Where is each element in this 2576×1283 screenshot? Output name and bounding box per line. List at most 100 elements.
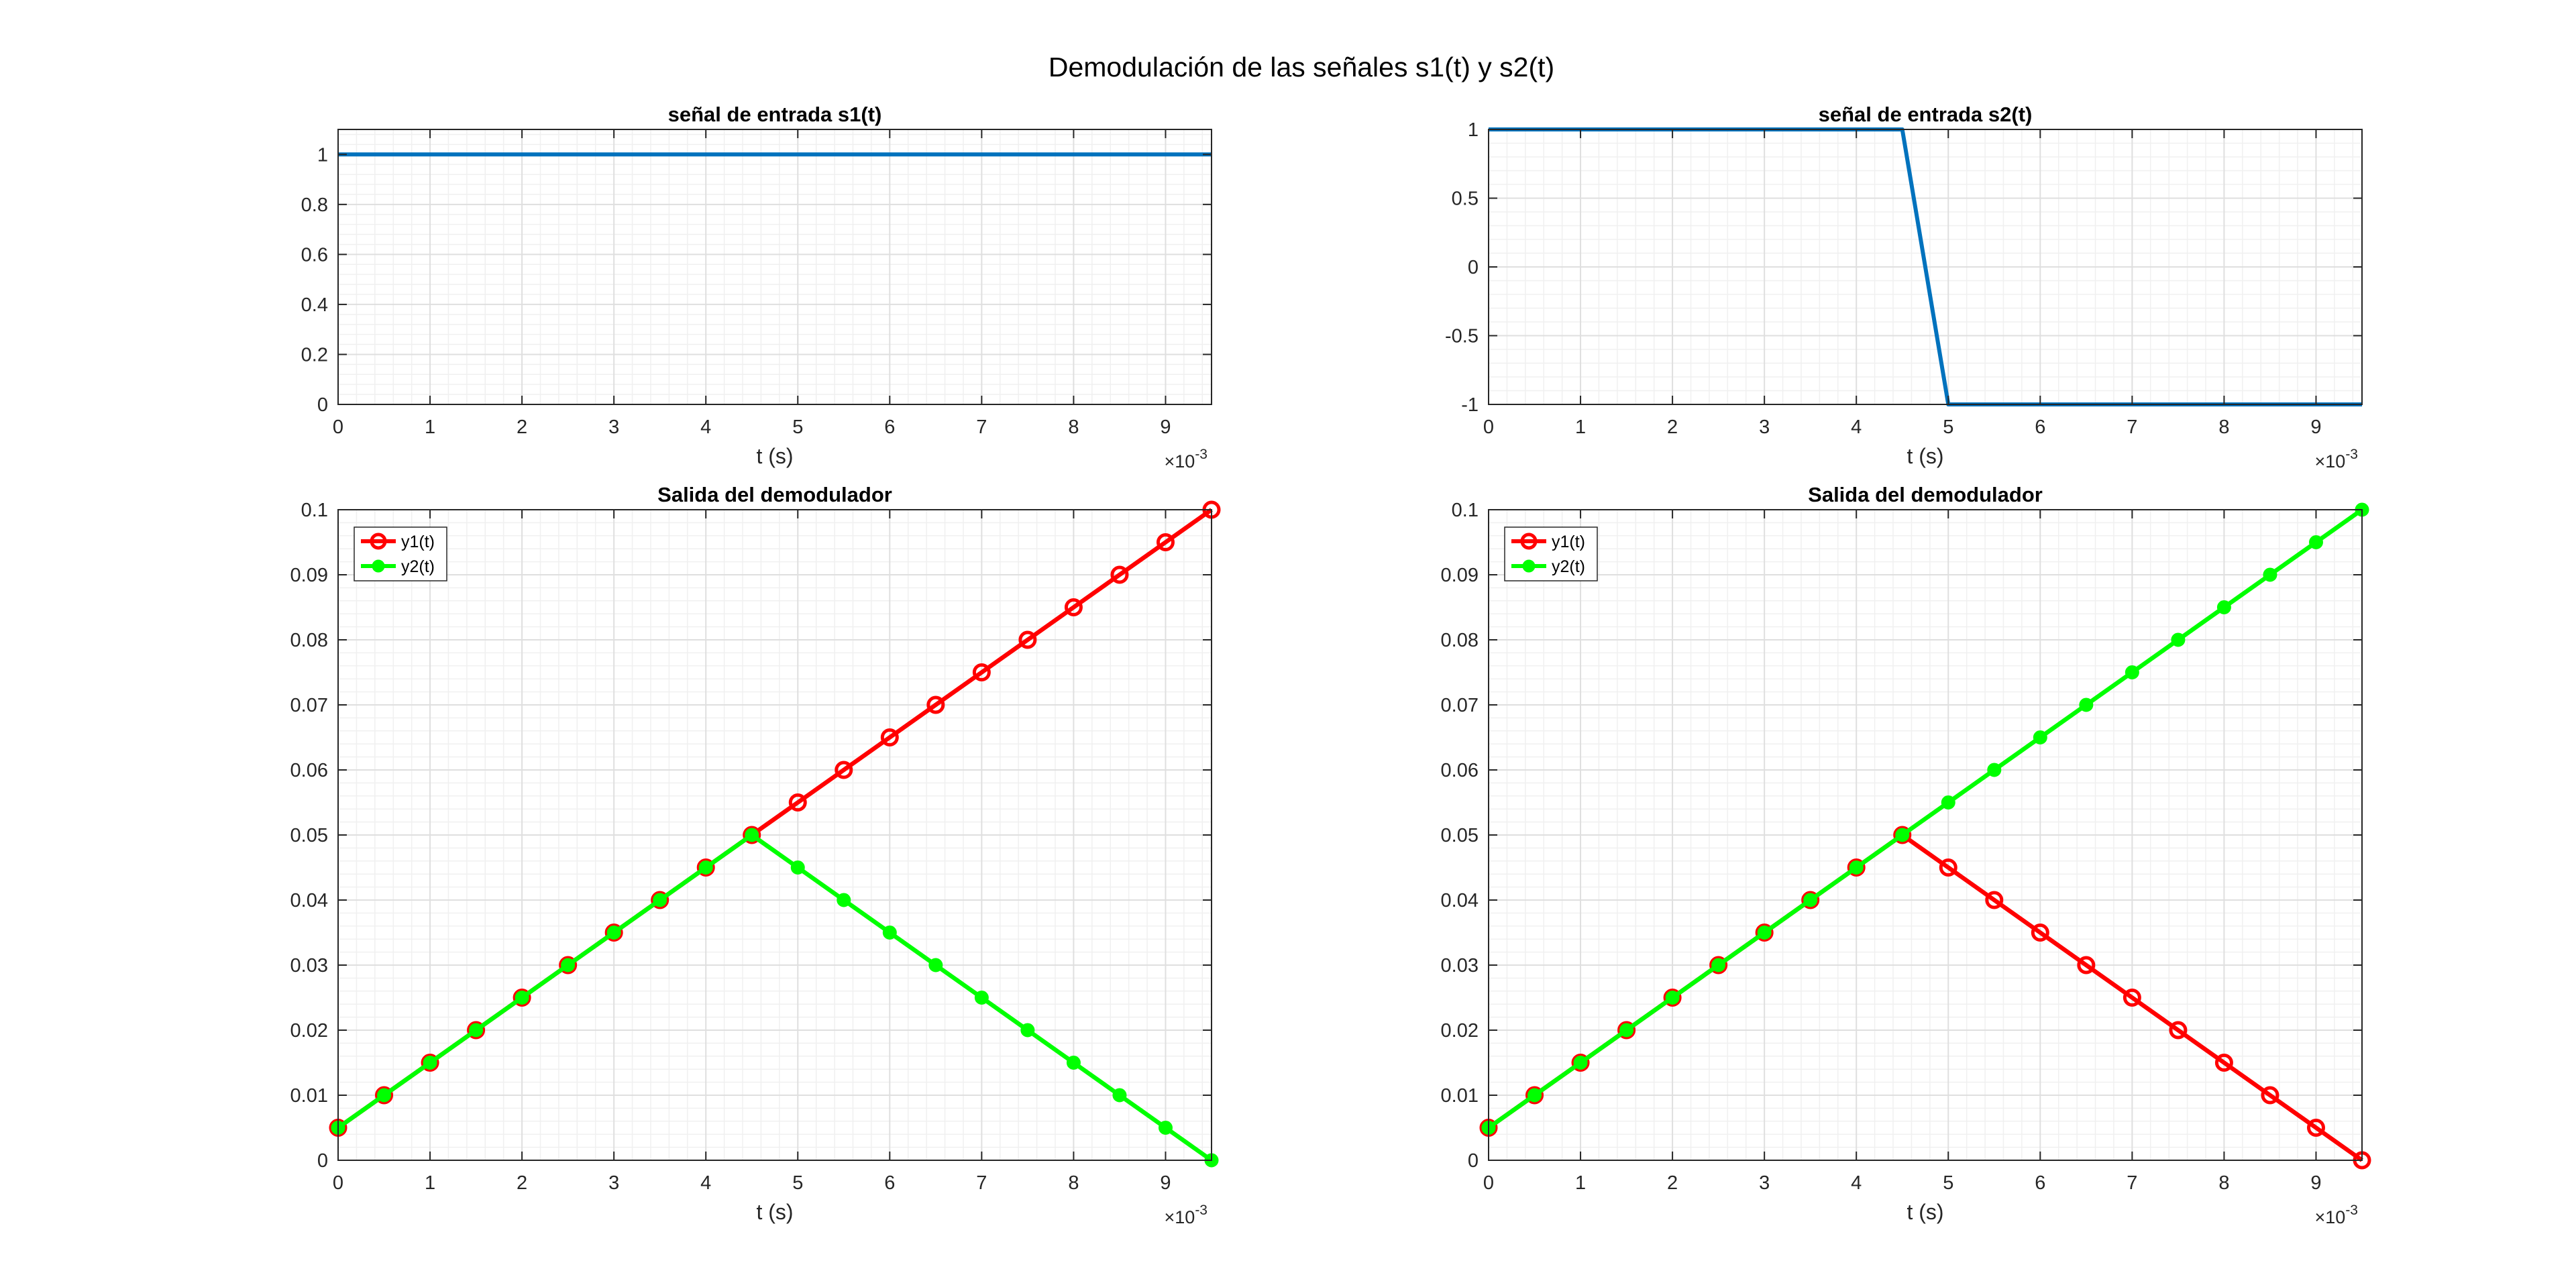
x-tick-label: 3 — [608, 1172, 619, 1194]
data-point — [1064, 598, 1083, 616]
data-point — [1709, 956, 1728, 974]
data-point — [423, 1056, 437, 1070]
x-tick-label: 9 — [2310, 1172, 2321, 1194]
tick-marks — [337, 509, 1212, 1161]
data-point — [928, 958, 943, 972]
y-tick-label: 0.08 — [1441, 630, 1479, 651]
x-exponent-label: ×10-3 — [1165, 447, 1208, 471]
data-point — [653, 893, 667, 907]
y-tick-label: 0.06 — [1441, 760, 1479, 781]
data-point — [377, 1088, 392, 1103]
data-point — [2077, 956, 2096, 974]
data-point — [1617, 1021, 1636, 1040]
data-point — [1847, 858, 1866, 877]
data-point — [1939, 858, 1957, 877]
data-point — [1801, 891, 1820, 909]
exponent-base: ×10 — [1165, 451, 1195, 471]
plot-d1: 0 1 2 3 4 5 6 7 8 9 0 0.01 0.02 0.03 0.04 0.05 0.06 0.07 0… — [290, 483, 1221, 1227]
legend-box — [1504, 526, 1598, 581]
x-tick-label: 8 — [2218, 1172, 2229, 1194]
y-tick-label: 0.05 — [1441, 825, 1479, 846]
legend-marker — [1520, 533, 1538, 550]
x-tick-label: 9 — [1160, 1172, 1171, 1194]
x-tick-label: 8 — [1068, 416, 1079, 438]
x-axis-label: t (s) — [756, 444, 793, 468]
figure-title: Demodulación de las señales s1(t) y s2(t… — [1049, 52, 1554, 82]
data-point — [1158, 1121, 1173, 1135]
data-point — [972, 663, 991, 681]
x-tick-label: 9 — [1160, 416, 1171, 438]
data-point — [743, 826, 761, 844]
data-point — [1525, 1086, 1544, 1105]
x-tick-label: 7 — [976, 1172, 987, 1194]
y-tick-label: 0.8 — [301, 194, 328, 216]
x-tick-label: 5 — [1943, 416, 1953, 438]
legend: y1(t) y2(t) — [1504, 526, 1598, 581]
data-point — [882, 926, 897, 940]
data-point — [2123, 989, 2141, 1007]
y-tick-label: 1 — [317, 144, 328, 166]
data-point — [2216, 600, 2231, 614]
data-point — [835, 761, 853, 779]
data-point — [698, 860, 713, 875]
minor-grid — [338, 129, 1212, 404]
axes-title: señal de entrada s2(t) — [1819, 103, 2033, 126]
plot-d2: 0 1 2 3 4 5 6 7 8 9 0 0.01 0.02 0.03 0.04 0.05 0.06 0.07 0… — [1441, 483, 2371, 1227]
x-tick-label: 2 — [517, 416, 527, 438]
data-point — [469, 1023, 484, 1038]
data-point — [1757, 926, 1772, 940]
legend: y1(t) y2(t) — [354, 526, 447, 581]
y-tick-label: -0.5 — [1445, 326, 1479, 347]
x-tick-label: 7 — [976, 416, 987, 438]
data-point — [1110, 565, 1129, 584]
axes-title: señal de entrada s1(t) — [668, 103, 882, 126]
data-point — [1893, 826, 1912, 844]
y-tick-label: 0.04 — [1441, 890, 1479, 911]
data-point — [2263, 567, 2277, 582]
y-tick-label: 0.1 — [301, 500, 328, 521]
data-point — [375, 1086, 394, 1105]
data-point — [2214, 1054, 2233, 1072]
x-tick-label: 6 — [2035, 416, 2045, 438]
series-y2t — [331, 828, 1219, 1168]
series-y2t — [1481, 502, 2369, 1135]
data-point — [1941, 795, 1955, 810]
legend-label: y2(t) — [1552, 557, 1585, 576]
data-point — [1112, 1088, 1127, 1103]
data-point — [1156, 533, 1175, 551]
data-point — [2169, 1021, 2188, 1040]
data-point — [1895, 828, 1910, 842]
data-point — [974, 991, 989, 1005]
data-point — [745, 828, 759, 842]
x-tick-label: 6 — [2035, 1172, 2045, 1194]
data-point — [559, 956, 578, 974]
x-tick-label: 5 — [1943, 1172, 1953, 1194]
data-point — [561, 958, 576, 972]
plot-s2: 0 1 2 3 4 5 6 7 8 9 -1 -0.5 0 0.5 1 señal de entrada s2… — [1445, 103, 2363, 471]
y-tick-label: 0.04 — [290, 890, 328, 911]
y-tick-label: 0.03 — [290, 955, 328, 977]
y-tick-label: 0.01 — [290, 1085, 328, 1107]
y-tick-label: 0.1 — [1452, 500, 1479, 521]
data-point — [1018, 630, 1037, 649]
tick-marks — [1488, 129, 2362, 405]
tick-marks — [1488, 509, 2362, 1161]
series-line — [337, 832, 1213, 1162]
x-tick-label: 4 — [700, 1172, 711, 1194]
data-point — [696, 858, 715, 877]
x-tick-label: 1 — [1575, 416, 1586, 438]
exponent-base: ×10 — [2315, 451, 2346, 471]
data-point — [926, 695, 945, 714]
data-point — [421, 1054, 439, 1072]
x-tick-label: 4 — [1851, 416, 1862, 438]
y-tick-label: 0 — [1468, 257, 1479, 278]
y-tick-label: 0.07 — [290, 695, 328, 716]
exponent-power: -3 — [1195, 447, 1208, 462]
data-point — [1985, 891, 2004, 909]
data-point — [651, 891, 669, 909]
x-tick-label: 5 — [792, 1172, 803, 1194]
x-tick-label: 3 — [1759, 416, 1770, 438]
legend-marker — [370, 533, 387, 550]
data-point — [1020, 1023, 1035, 1038]
data-point — [1066, 1056, 1081, 1070]
